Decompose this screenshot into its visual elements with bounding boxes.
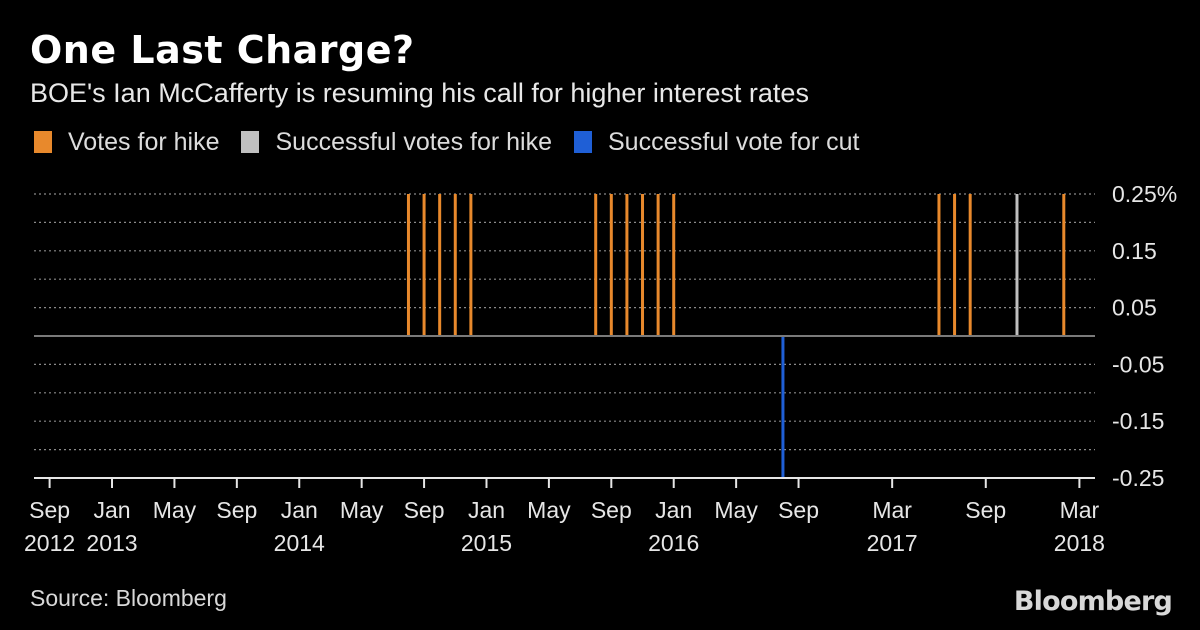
chart-title: One Last Charge?	[30, 28, 415, 72]
bloomberg-logo: Bloomberg	[1013, 586, 1173, 617]
y-tick-label: 0.15	[1112, 238, 1157, 264]
legend-item-votes-for-hike: Votes for hike	[34, 128, 219, 157]
legend-swatch-orange	[34, 131, 52, 153]
x-tick-label: Sep	[404, 497, 445, 523]
y-tick-label: -0.05	[1112, 351, 1164, 377]
bars	[406, 194, 1066, 478]
y-tick-label: -0.25	[1112, 465, 1164, 491]
x-tick-label: Sep	[29, 497, 70, 523]
axes: 0.25% 0.15 0.05 -0.05 -0.15 -0.25 Sep 2012 Jan 20…	[24, 181, 1177, 556]
x-tick-label: Mar	[1060, 497, 1100, 523]
x-tick-label: Sep	[778, 497, 819, 523]
x-tick-label: Jan	[655, 497, 692, 523]
legend-label: Successful votes for hike	[275, 127, 552, 156]
chart-subtitle: BOE's Ian McCafferty is resuming his cal…	[30, 78, 809, 108]
legend-swatch-gray	[241, 131, 260, 153]
x-tick-label: May	[153, 497, 197, 523]
x-tick-year-label: 2018	[1054, 530, 1105, 556]
y-tick-label: -0.15	[1112, 408, 1164, 434]
x-tick-label: May	[527, 497, 571, 523]
legend-item-successful-hike: Successful votes for hike	[241, 128, 552, 157]
y-tick-label: 0.05	[1112, 295, 1157, 321]
x-tick-year-label: 2016	[648, 530, 699, 556]
x-tick-label: Jan	[281, 497, 318, 523]
legend-label: Successful vote for cut	[608, 127, 860, 156]
x-tick-label: Mar	[872, 497, 912, 523]
x-tick-year-label: 2015	[461, 530, 512, 556]
x-tick-label: May	[714, 497, 758, 523]
x-tick-label: May	[340, 497, 384, 523]
x-tick-label: Sep	[591, 497, 632, 523]
legend-item-successful-cut: Successful vote for cut	[574, 128, 860, 157]
x-tick-label: Jan	[468, 497, 505, 523]
x-tick-label: Jan	[93, 497, 130, 523]
y-tick-label: 0.25%	[1112, 181, 1177, 207]
legend: Votes for hike Successful votes for hike…	[34, 125, 882, 159]
gridlines	[34, 193, 1095, 451]
x-tick-year-label: 2012	[24, 530, 75, 556]
x-tick-year-label: 2014	[274, 530, 325, 556]
x-tick-year-label: 2013	[86, 530, 137, 556]
x-tick-label: Sep	[965, 497, 1006, 523]
source-note: Source: Bloomberg	[30, 585, 227, 611]
x-tick-label: Sep	[216, 497, 257, 523]
legend-swatch-blue	[574, 131, 592, 153]
x-tick-year-label: 2017	[867, 530, 918, 556]
legend-label: Votes for hike	[68, 127, 220, 156]
